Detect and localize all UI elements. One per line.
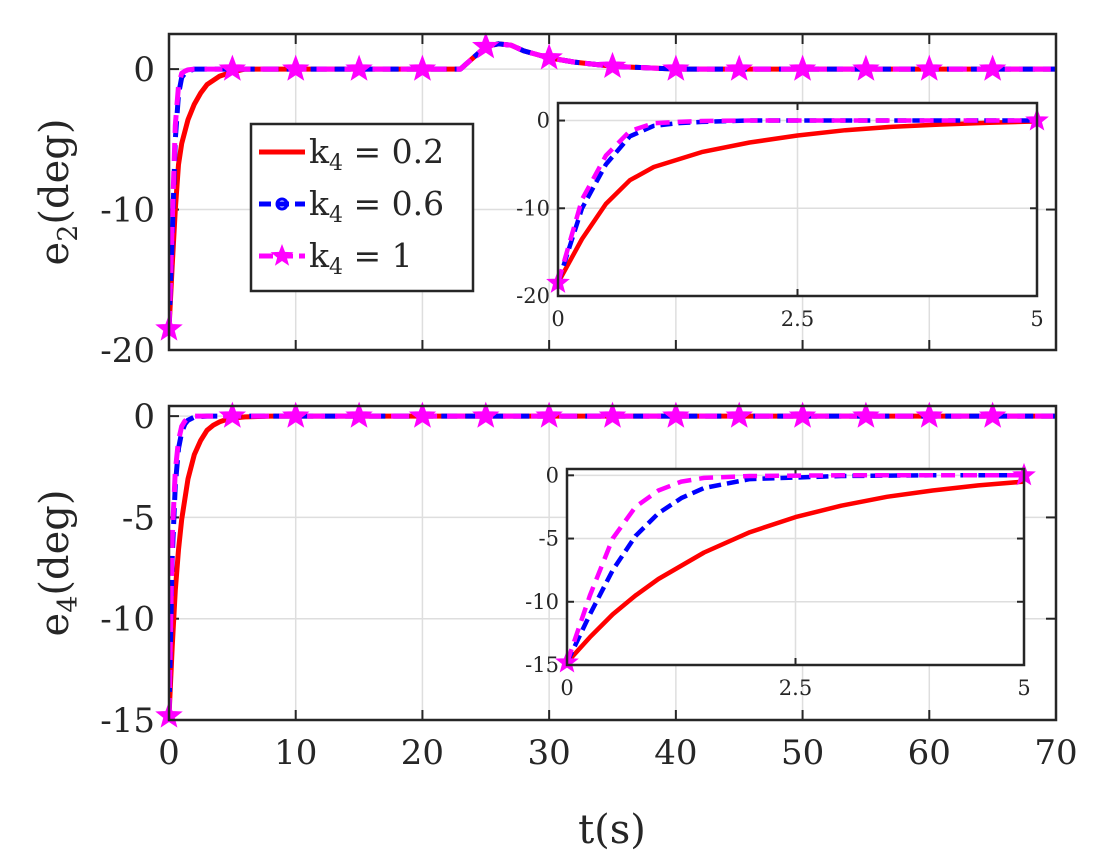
legend-label-main: k [309, 132, 330, 171]
series-marker-star [598, 401, 627, 428]
series-marker-star [282, 401, 310, 428]
y-label-subscript: 2 [53, 225, 84, 242]
x-tick-label: 0 [560, 676, 573, 700]
series-line-1 [558, 119, 1037, 284]
x-tick-label: 2.5 [779, 676, 812, 700]
series-marker-star [915, 54, 943, 81]
x-tick-label: 10 [274, 733, 317, 773]
series-line-3 [169, 41, 1056, 329]
series-marker-star [408, 401, 437, 428]
legend-marker-star [270, 244, 294, 266]
x-tick-label: 50 [781, 733, 824, 773]
legend-label-rest: = 1 [343, 236, 413, 275]
y-label-rest: (deg) [32, 119, 78, 225]
series-marker-star [978, 401, 1007, 428]
y-tick-label: 0 [133, 397, 155, 437]
top-plot-frame [167, 32, 1058, 352]
legend-label-rest: = 0.2 [343, 132, 444, 171]
series-marker-star [598, 51, 627, 78]
series-line-3 [169, 413, 1056, 716]
y-tick-label: 0 [133, 50, 155, 90]
legend-label-subscript: 4 [329, 255, 343, 280]
legend-label-subscript: 4 [329, 203, 343, 228]
y-tick-label: -5 [539, 527, 559, 551]
legend-label-main: k [309, 236, 330, 275]
bottom-y-axis-label: e4(deg) [32, 490, 84, 637]
top-inset: 0 2.5 5 0 -10 -20 [516, 101, 1049, 331]
legend-label-rest: = 0.6 [343, 184, 444, 223]
series-marker-star [282, 54, 310, 81]
bottom-inset-frame [565, 467, 1026, 667]
y-tick-label: -15 [525, 653, 559, 677]
legend-label-main: k [309, 184, 330, 223]
series-marker-star [725, 54, 753, 81]
y-tick-label: -20 [516, 284, 550, 308]
y-tick-label: 0 [546, 463, 559, 487]
y-label-main: e [32, 613, 78, 637]
series-marker-star [535, 401, 563, 428]
y-label-subscript: 4 [53, 596, 84, 613]
series-line-1 [567, 479, 1024, 665]
series-marker-star [218, 401, 247, 428]
y-tick-label: -10 [516, 196, 550, 220]
series-marker-star [472, 32, 500, 59]
bottom-plot-frame [167, 404, 1058, 722]
series-marker-star [662, 401, 690, 428]
legend: k4 = 0.2k4 = 0.6k4 = 1 [249, 122, 475, 293]
series-line-3 [567, 473, 1024, 664]
series-group [169, 413, 1056, 717]
y-label-rest: (deg) [32, 490, 78, 596]
series-line-2 [567, 473, 1024, 664]
series-marker-star [788, 401, 817, 428]
y-tick-label: -10 [525, 590, 559, 614]
bottom-inset: 0 2.5 5 0 -5 -10 -15 [525, 462, 1036, 700]
x-tick-label: 40 [654, 733, 697, 773]
y-tick-label: -10 [100, 600, 155, 640]
x-tick-label: 0 [158, 733, 180, 773]
y-tick-label: -15 [100, 701, 155, 741]
series-marker-star [852, 54, 880, 81]
series-marker-star [852, 401, 880, 428]
x-tick-label: 2.5 [781, 307, 814, 331]
x-tick-label: 5 [1030, 307, 1043, 331]
y-tick-label: 0 [537, 109, 550, 133]
top-y-axis-label: e2(deg) [32, 119, 84, 266]
series-group [169, 41, 1056, 330]
y-tick-label: -10 [100, 191, 155, 231]
x-tick-label: 0 [551, 307, 564, 331]
series-marker-star [345, 401, 373, 428]
series-line-3 [558, 118, 1037, 284]
series-marker-star [725, 401, 753, 428]
y-tick-label: -5 [122, 498, 155, 538]
series-marker-star [472, 401, 500, 428]
series-group [558, 118, 1037, 284]
series-marker-star [915, 401, 943, 428]
x-tick-label: 60 [908, 733, 951, 773]
y-label-main: e [32, 242, 78, 266]
series-marker-star [535, 43, 563, 70]
x-tick-label: 70 [1034, 733, 1077, 773]
series-marker-star [662, 54, 690, 81]
top-inset-frame [556, 101, 1039, 298]
legend-label-3: k4 = 1 [309, 236, 413, 280]
series-marker-star [978, 54, 1007, 81]
x-tick-label: 5 [1017, 676, 1030, 700]
legend-label-2: k4 = 0.6 [309, 184, 444, 228]
legend-label-subscript: 4 [329, 151, 343, 176]
series-marker-star [345, 54, 373, 81]
legend-label-1: k4 = 0.2 [309, 132, 444, 176]
x-tick-label: 20 [401, 733, 444, 773]
x-tick-label: 30 [528, 733, 571, 773]
series-marker-star [408, 54, 437, 81]
x-axis-label: t(s) [578, 807, 646, 853]
series-marker-star [788, 54, 817, 81]
series-marker-star [218, 54, 247, 81]
y-tick-label: -20 [100, 331, 155, 371]
legend-marker-circle [275, 197, 289, 211]
series-group [567, 473, 1024, 665]
